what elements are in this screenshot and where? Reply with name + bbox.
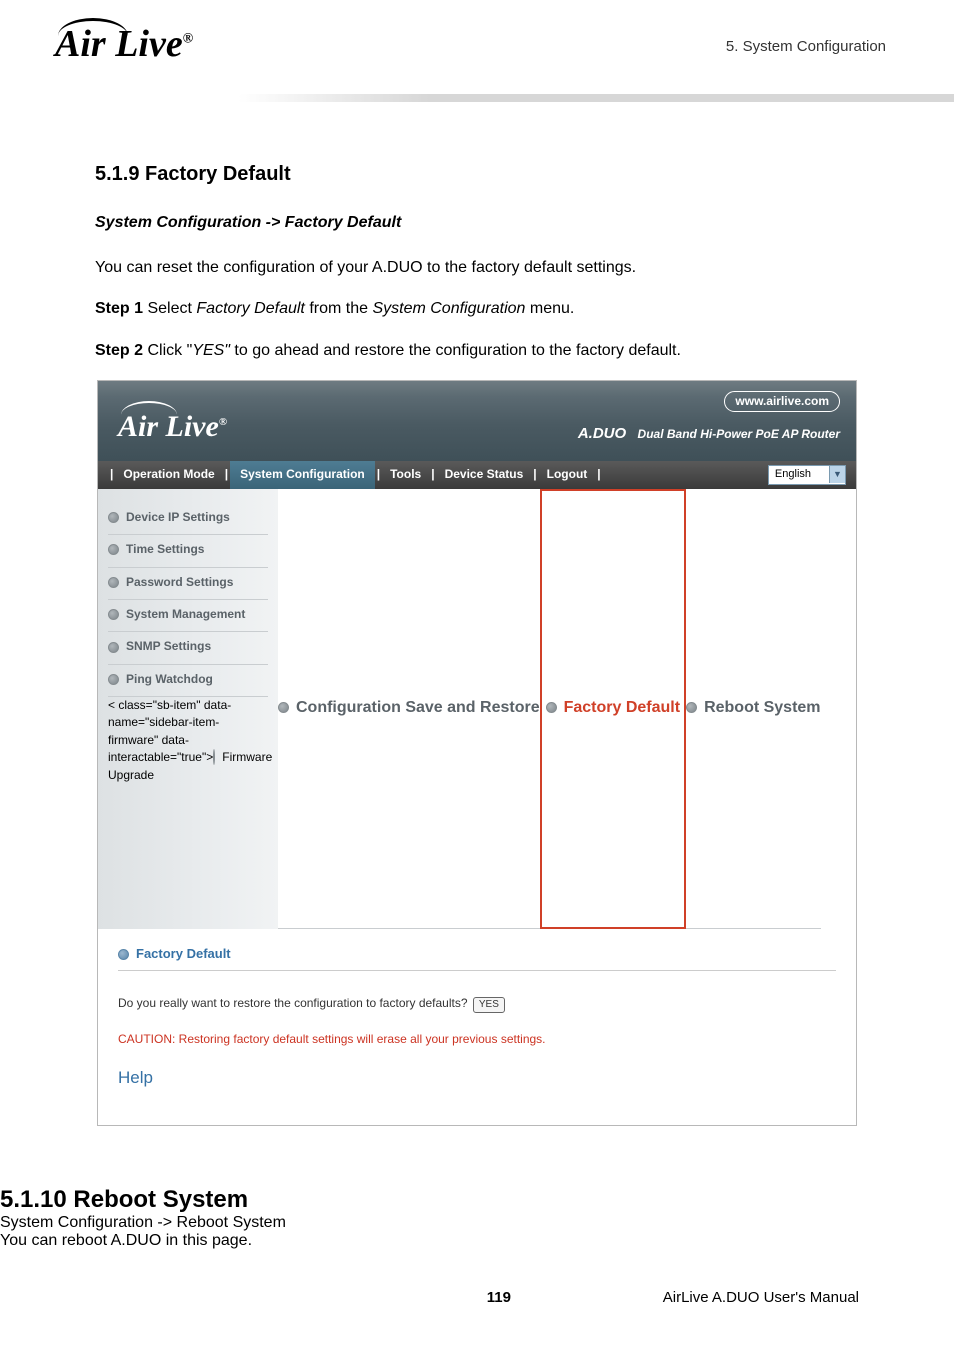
ss-url[interactable]: www.airlive.com	[724, 391, 840, 412]
ss-product: A.DUO	[578, 425, 626, 442]
nav-logout[interactable]: Logout	[539, 466, 596, 483]
bullet-icon	[108, 609, 119, 620]
page-header: Air Live® 5. System Configuration	[0, 0, 954, 120]
sidebar-item-password[interactable]: Password Settings	[108, 568, 268, 600]
sidebar-item-snmp[interactable]: SNMP Settings	[108, 632, 268, 664]
sidebar-item-device-ip[interactable]: Device IP Settings	[108, 503, 268, 535]
main-title: Factory Default	[118, 945, 836, 971]
ss-logo-reg: ®	[219, 416, 227, 428]
logo-main: Air Live®	[55, 22, 193, 66]
ss-body: Device IP Settings Time Settings Passwor…	[98, 489, 856, 929]
sb-label: Time Settings	[126, 541, 204, 558]
section1-step2: Step 2 Click "YES" to go ahead and resto…	[95, 339, 859, 362]
bullet-icon	[213, 749, 215, 765]
nav-pipe: |	[225, 466, 228, 483]
sidebar-item-reboot[interactable]: Reboot System	[686, 489, 820, 929]
help-link[interactable]: Help	[118, 1066, 836, 1091]
sb-label: Configuration Save and Restore	[296, 696, 540, 719]
nav-tools[interactable]: Tools	[382, 466, 429, 483]
ss-main: Factory Default Do you really want to re…	[98, 929, 856, 1125]
yes-button[interactable]: YES	[473, 997, 505, 1014]
section1-heading: 5.1.9 Factory Default	[95, 160, 859, 189]
bullet-icon	[108, 512, 119, 523]
question-text: Do you really want to restore the config…	[118, 996, 468, 1010]
nav-pipe: |	[431, 466, 434, 483]
logo-reg: ®	[183, 31, 193, 46]
sb-label: Device IP Settings	[126, 509, 230, 526]
main-caution: CAUTION: Restoring factory default setti…	[118, 1031, 836, 1048]
section1-breadcrumb: System Configuration -> Factory Default	[95, 211, 859, 234]
ss-banner: Air Live® www.airlive.com A.DUO Dual Ban…	[98, 381, 856, 461]
section2-heading: 5.1.10 Reboot System	[0, 1186, 954, 1214]
step1-a: Select	[147, 300, 196, 317]
screenshot: Air Live® www.airlive.com A.DUO Dual Ban…	[97, 380, 857, 1126]
sidebar-item-ping[interactable]: Ping Watchdog	[108, 665, 268, 697]
language-select[interactable]: English ▼	[768, 465, 846, 485]
sb-label: System Management	[126, 606, 245, 623]
sb-label: SNMP Settings	[126, 638, 211, 655]
main-title-text: Factory Default	[136, 945, 231, 964]
step2-a: Click "	[147, 342, 192, 359]
logo-text: Air Live	[55, 23, 183, 65]
ss-subtitle: A.DUO Dual Band Hi-Power PoE AP Router	[578, 423, 840, 445]
nav-system-config[interactable]: System Configuration	[230, 460, 375, 489]
sidebar-item-factory[interactable]: Factory Default	[540, 489, 686, 929]
step2-b: YES"	[192, 342, 230, 359]
step1-label: Step 1	[95, 300, 147, 317]
manual-title: AirLive A.DUO User's Manual	[663, 1289, 859, 1306]
header-divider	[0, 94, 954, 102]
step2-label: Step 2	[95, 342, 147, 359]
ss-logo-text: Air Live	[118, 410, 219, 443]
ss-nav: | Operation Mode | System Configuration …	[98, 461, 856, 489]
section2-intro: You can reboot A.DUO in this page.	[0, 1232, 954, 1250]
footer: 119 AirLive A.DUO User's Manual	[0, 1289, 954, 1306]
step1-b: Factory Default	[196, 300, 304, 317]
sb-label: Factory Default	[564, 696, 680, 719]
nav-pipe: |	[597, 466, 600, 483]
main-question: Do you really want to restore the config…	[118, 995, 836, 1014]
nav-pipe: |	[377, 466, 380, 483]
bullet-icon	[118, 949, 129, 960]
step2-c: to go ahead and restore the configuratio…	[230, 342, 681, 359]
bullet-icon	[278, 702, 289, 713]
page-number: 119	[487, 1289, 511, 1306]
sidebar-item-config-save[interactable]: Configuration Save and Restore	[278, 489, 540, 929]
section1-intro: You can reset the configuration of your …	[95, 256, 859, 279]
step1-e: menu.	[525, 300, 574, 317]
bullet-icon	[108, 674, 119, 685]
nav-device-status[interactable]: Device Status	[437, 466, 532, 483]
content: 5.1.9 Factory Default System Configurati…	[0, 120, 954, 1126]
sb-label: Reboot System	[704, 696, 820, 719]
ss-sidebar: Device IP Settings Time Settings Passwor…	[98, 489, 278, 929]
sidebar-item-time[interactable]: Time Settings	[108, 535, 268, 567]
section1-step1: Step 1 Select Factory Default from the S…	[95, 297, 859, 320]
sidebar-item-system-mgmt[interactable]: System Management	[108, 600, 268, 632]
nav-operation-mode[interactable]: Operation Mode	[115, 466, 222, 483]
chevron-down-icon: ▼	[829, 466, 845, 483]
sb-label: Password Settings	[126, 574, 233, 591]
bullet-icon	[108, 577, 119, 588]
ss-subtitle-text: Dual Band Hi-Power PoE AP Router	[638, 427, 840, 441]
sb-label: Firmware Upgrade	[108, 750, 272, 781]
nav-pipe: |	[533, 466, 536, 483]
bullet-icon	[546, 702, 557, 713]
language-text: English	[769, 466, 829, 484]
section2-breadcrumb: System Configuration -> Reboot System	[0, 1214, 954, 1232]
step1-d: System Configuration	[372, 300, 525, 317]
bullet-icon	[108, 544, 119, 555]
chapter-ref: 5. System Configuration	[726, 38, 886, 55]
bullet-icon	[108, 642, 119, 653]
sb-label: Ping Watchdog	[126, 671, 213, 688]
step1-c: from the	[305, 300, 373, 317]
bullet-icon	[686, 702, 697, 713]
nav-pipe: |	[110, 466, 113, 483]
ss-logo: Air Live®	[118, 405, 227, 449]
